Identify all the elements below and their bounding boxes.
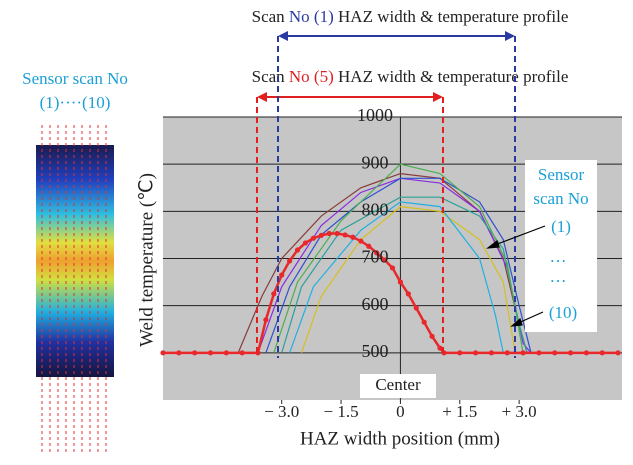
point <box>552 350 557 355</box>
point <box>240 350 245 355</box>
point <box>279 272 284 277</box>
point <box>358 238 363 243</box>
y-tick-label: 500 <box>362 341 389 361</box>
point <box>327 231 332 236</box>
y-tick-label: 1000 <box>357 105 393 125</box>
x-tick-label: 0 <box>396 402 405 421</box>
point <box>176 350 181 355</box>
scan-number: No (1) <box>289 7 334 26</box>
scan-word: Scan <box>252 7 286 26</box>
x-tick-label: − 1.5 <box>324 402 359 421</box>
scan1-label: Scan No (1) HAZ width & temperature prof… <box>252 7 569 26</box>
point <box>398 279 403 284</box>
point <box>311 236 316 241</box>
point <box>287 258 292 263</box>
point <box>208 350 213 355</box>
scan-desc: HAZ width & temperature profile <box>338 67 568 86</box>
scan-number: No (5) <box>289 67 334 86</box>
point <box>429 334 434 339</box>
point <box>568 350 573 355</box>
point <box>422 320 427 325</box>
scan-word: Scan <box>252 67 286 86</box>
y-axis-label: Weld temperature (℃) <box>136 173 157 347</box>
x-axis-label: HAZ width position (mm) <box>300 428 500 449</box>
y-tick-label: 800 <box>362 199 389 219</box>
x-tick-label: − 3.0 <box>264 402 299 421</box>
sensor-title: Sensor scan No <box>22 69 128 88</box>
point <box>489 350 494 355</box>
scan5-label: Scan No (5) HAZ width & temperature prof… <box>252 67 569 86</box>
point <box>457 350 462 355</box>
scan-desc: HAZ width & temperature profile <box>338 7 568 26</box>
sensor-image <box>36 125 114 452</box>
x-tick-label: + 3.0 <box>502 402 537 421</box>
y-tick-label: 700 <box>362 247 389 267</box>
point <box>271 291 276 296</box>
point <box>473 350 478 355</box>
point <box>520 350 525 355</box>
annot: (1) <box>551 217 571 236</box>
x-tick-label: + 1.5 <box>442 402 477 421</box>
annot: scan No <box>533 189 588 208</box>
annot: … <box>550 267 567 286</box>
point <box>536 350 541 355</box>
point <box>295 247 300 252</box>
sensor-range: (1)····(10) <box>40 93 111 112</box>
y-tick-label: 600 <box>362 294 389 314</box>
point <box>406 291 411 296</box>
center-label: Center <box>375 375 421 394</box>
point <box>390 265 395 270</box>
point <box>505 350 510 355</box>
point <box>600 350 605 355</box>
y-tick-label: 900 <box>362 152 389 172</box>
point <box>335 231 340 236</box>
point <box>437 346 442 351</box>
annot: (10) <box>549 303 577 322</box>
point <box>224 350 229 355</box>
annot: Sensor <box>538 165 585 184</box>
point <box>160 350 165 355</box>
annot: … <box>550 247 567 266</box>
point <box>584 350 589 355</box>
point <box>319 233 324 238</box>
point <box>263 317 268 322</box>
point <box>342 232 347 237</box>
point <box>350 235 355 240</box>
figure: Sensor scan No (1)····(10) Scan No (1) H… <box>0 0 633 460</box>
point <box>414 305 419 310</box>
point <box>615 350 620 355</box>
point <box>303 240 308 245</box>
point <box>192 350 197 355</box>
